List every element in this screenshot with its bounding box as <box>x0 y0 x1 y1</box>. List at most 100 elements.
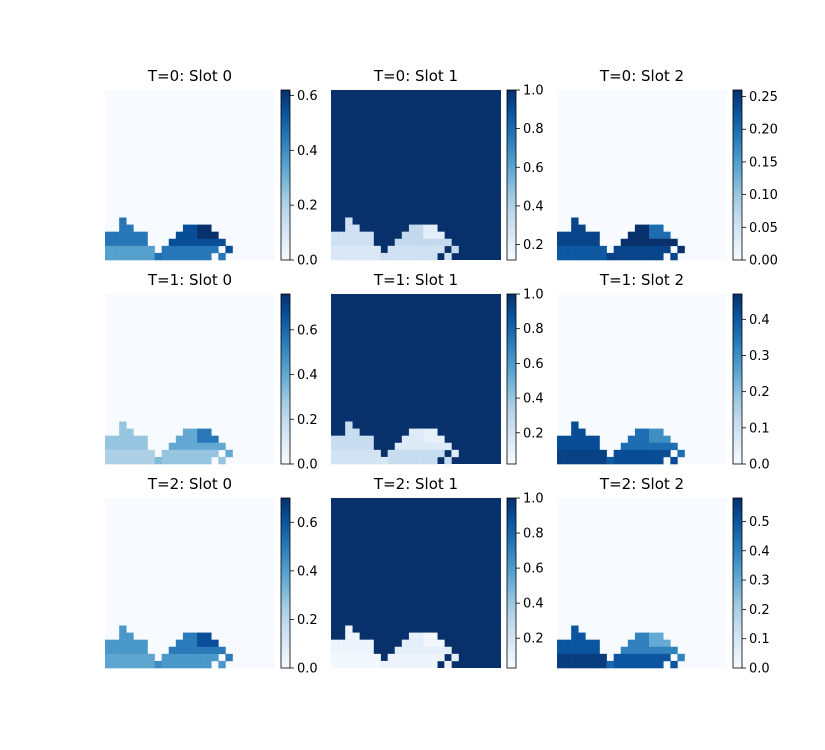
heatmap-cell <box>394 238 403 247</box>
heatmap-cell <box>225 245 233 254</box>
heatmap-cell <box>620 442 629 451</box>
heatmap-cell <box>359 456 367 465</box>
heatmap-cell <box>204 224 212 232</box>
heatmap-cell <box>126 449 134 458</box>
heatmap-cell <box>585 639 593 648</box>
colorbar-tick-label: 1.0 <box>523 492 544 507</box>
heatmap-cell <box>663 231 671 240</box>
heatmap-cell <box>408 442 417 451</box>
heatmap-cell <box>634 449 643 458</box>
heatmap-cell <box>599 660 607 669</box>
heatmap-cell <box>649 224 657 232</box>
heatmap-cell <box>437 653 445 662</box>
heatmap-cell <box>620 646 629 655</box>
heatmap-cell <box>352 632 360 640</box>
heatmap-cell <box>359 660 367 669</box>
heatmap-cell <box>352 660 360 669</box>
heatmap-cell <box>444 252 452 261</box>
heatmap-cell <box>218 660 226 669</box>
heatmap-cell <box>366 653 374 662</box>
colorbar-tick-label: 0.2 <box>523 632 544 647</box>
heatmap-cell <box>147 456 155 465</box>
heatmap-cell <box>423 231 431 240</box>
heatmap-cell <box>451 653 459 662</box>
heatmap-cell <box>394 653 403 662</box>
colorbar <box>506 497 517 669</box>
heatmap-cell <box>338 252 346 261</box>
heatmap-cell <box>642 252 650 261</box>
heatmap-cell <box>408 435 417 444</box>
heatmap-cell <box>649 428 657 436</box>
heatmap-cell <box>670 238 678 247</box>
colorbar-tick-label: 0.1 <box>749 421 770 436</box>
heatmap-cell <box>592 646 600 655</box>
heatmap-cell <box>218 646 226 655</box>
heatmap-cell <box>656 653 664 662</box>
heatmap-cell <box>642 231 650 240</box>
heatmap-cell <box>585 449 593 458</box>
heatmap-cell <box>119 245 127 254</box>
heatmap-cell <box>331 252 339 261</box>
heatmap-cell <box>182 456 191 465</box>
colorbar-tick-label: 0.2 <box>297 199 318 214</box>
heatmap-cell <box>366 639 374 648</box>
heatmap-cell <box>175 660 184 669</box>
heatmap-cell <box>211 435 219 444</box>
heatmap-cell <box>585 646 593 655</box>
heatmap-cell <box>599 252 607 261</box>
heatmap-cell <box>613 456 622 465</box>
heatmap-cell <box>345 231 353 240</box>
heatmap-cell <box>161 245 170 254</box>
heatmap-cell <box>642 660 650 669</box>
panel-0-2: T=0: Slot 2 0.00 0.05 0.10 0.15 0.20 0.25 <box>557 67 778 269</box>
heatmap-cell <box>627 442 636 451</box>
heatmap-cell <box>218 252 226 261</box>
heatmap-cell <box>140 449 148 458</box>
heatmap-cell <box>430 442 438 451</box>
heatmap-cell <box>140 252 148 261</box>
heatmap-cell <box>359 435 367 444</box>
heatmap-cell <box>387 653 396 662</box>
heatmap-cell <box>140 653 148 662</box>
heatmap-cell <box>331 435 339 444</box>
colorbar <box>506 89 517 261</box>
heatmap-cell <box>366 449 374 458</box>
colorbar-tick-label: 0.2 <box>523 238 544 253</box>
heatmap-cell <box>161 252 170 261</box>
heatmap-cell <box>627 449 636 458</box>
heatmap-cell <box>190 428 198 436</box>
colorbar-tick-label: 0.4 <box>523 199 544 214</box>
heatmap-cell <box>656 449 664 458</box>
heatmap-cell <box>408 449 417 458</box>
heatmap-cell <box>394 449 403 458</box>
heatmap-cell <box>620 238 629 247</box>
heatmap-cell <box>677 449 685 458</box>
heatmap-cell <box>197 245 205 254</box>
heatmap-cell <box>437 442 445 451</box>
heatmap-cell <box>634 435 643 444</box>
heatmap-cell <box>352 231 360 240</box>
heatmap-cell <box>408 428 417 436</box>
heatmap-cell <box>133 639 141 648</box>
heatmap-cell <box>408 252 417 261</box>
heatmap-cell <box>557 442 565 451</box>
heatmap-cell <box>578 238 586 247</box>
heatmap-cell <box>119 653 127 662</box>
heatmap-cell <box>331 639 339 648</box>
heatmap-cell <box>408 224 417 232</box>
heatmap-cell <box>218 442 226 451</box>
heatmap-cell <box>656 224 664 232</box>
heatmap-cell <box>119 660 127 669</box>
panel-1-2: T=1: Slot 2 0.0 0.1 0.2 0.3 0.4 <box>557 271 770 473</box>
heatmap-cell <box>416 660 424 669</box>
heatmap-cell <box>571 660 579 669</box>
heatmap-cell <box>204 435 212 444</box>
heatmap-cell <box>190 245 198 254</box>
colorbar-tick-label: 0.8 <box>523 122 544 137</box>
colorbar-tick-label: 0.10 <box>749 188 778 203</box>
heatmap-cell <box>161 456 170 465</box>
heatmap-cell <box>634 428 643 436</box>
heatmap-cell <box>656 245 664 254</box>
heatmap-cell <box>197 653 205 662</box>
heatmap-cell <box>175 442 184 451</box>
